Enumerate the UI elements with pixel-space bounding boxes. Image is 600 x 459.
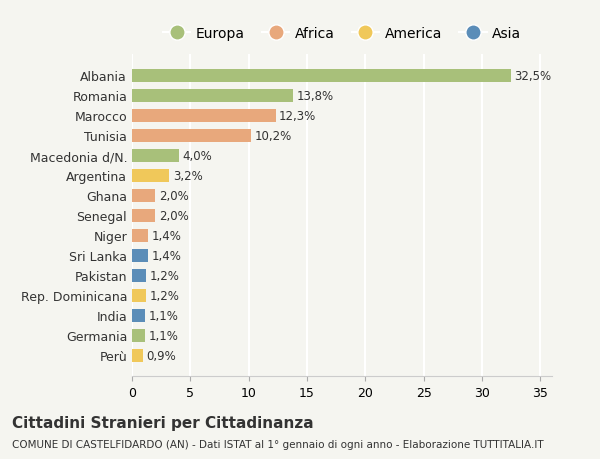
Text: 1,4%: 1,4% bbox=[152, 249, 182, 262]
Text: 1,1%: 1,1% bbox=[148, 329, 178, 342]
Text: 2,0%: 2,0% bbox=[159, 209, 188, 222]
Text: 3,2%: 3,2% bbox=[173, 169, 203, 182]
Text: 1,2%: 1,2% bbox=[149, 269, 179, 282]
Text: COMUNE DI CASTELFIDARDO (AN) - Dati ISTAT al 1° gennaio di ogni anno - Elaborazi: COMUNE DI CASTELFIDARDO (AN) - Dati ISTA… bbox=[12, 440, 544, 449]
Bar bbox=[132, 209, 155, 222]
Bar bbox=[132, 289, 146, 302]
Text: 0,9%: 0,9% bbox=[146, 349, 176, 362]
Legend: Europa, Africa, America, Asia: Europa, Africa, America, Asia bbox=[156, 20, 528, 48]
Text: 1,1%: 1,1% bbox=[148, 309, 178, 322]
Bar bbox=[132, 90, 293, 102]
Text: 10,2%: 10,2% bbox=[254, 129, 292, 142]
Bar bbox=[132, 110, 275, 123]
Bar bbox=[132, 309, 145, 322]
Bar bbox=[132, 169, 169, 182]
Bar bbox=[132, 249, 148, 262]
Bar bbox=[132, 229, 148, 242]
Text: 4,0%: 4,0% bbox=[182, 150, 212, 162]
Bar bbox=[132, 189, 155, 202]
Bar bbox=[132, 70, 511, 83]
Text: 1,2%: 1,2% bbox=[149, 289, 179, 302]
Bar bbox=[132, 349, 143, 362]
Bar bbox=[132, 150, 179, 162]
Text: 32,5%: 32,5% bbox=[515, 70, 552, 83]
Text: Cittadini Stranieri per Cittadinanza: Cittadini Stranieri per Cittadinanza bbox=[12, 415, 314, 430]
Bar bbox=[132, 129, 251, 142]
Text: 12,3%: 12,3% bbox=[279, 110, 316, 123]
Bar bbox=[132, 269, 146, 282]
Bar bbox=[132, 329, 145, 342]
Text: 2,0%: 2,0% bbox=[159, 189, 188, 202]
Text: 1,4%: 1,4% bbox=[152, 229, 182, 242]
Text: 13,8%: 13,8% bbox=[296, 90, 334, 103]
